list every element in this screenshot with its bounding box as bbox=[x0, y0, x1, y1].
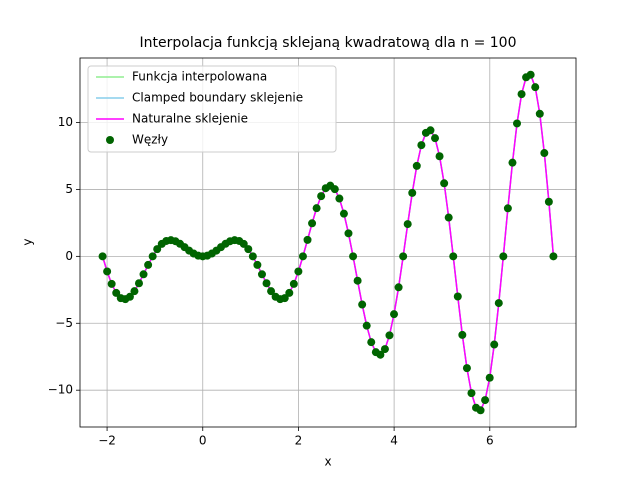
node-point bbox=[239, 239, 248, 248]
x-tick-label: −2 bbox=[98, 434, 116, 448]
chart-title: Interpolacja funkcją sklejaną kwadratową… bbox=[140, 35, 517, 51]
legend: Funkcja interpolowana Clamped boundary sk… bbox=[87, 65, 337, 153]
node-point bbox=[449, 252, 458, 261]
node-point bbox=[426, 126, 435, 135]
node-point bbox=[526, 70, 535, 79]
node-point bbox=[253, 260, 262, 269]
node-point bbox=[244, 245, 253, 254]
node-point bbox=[403, 220, 412, 229]
node-point bbox=[517, 90, 526, 99]
node-point bbox=[385, 331, 394, 340]
node-point bbox=[344, 229, 353, 238]
node-point bbox=[544, 197, 553, 206]
node-point bbox=[353, 276, 362, 285]
node-point bbox=[513, 119, 522, 128]
node-point bbox=[462, 364, 471, 373]
legend-marker bbox=[106, 136, 114, 144]
node-point bbox=[394, 283, 403, 292]
node-point bbox=[98, 252, 107, 261]
node-point bbox=[390, 310, 399, 319]
node-point bbox=[481, 396, 490, 405]
legend-box bbox=[87, 65, 337, 153]
x-axis-label: x bbox=[324, 455, 331, 469]
axes-frame bbox=[79, 57, 577, 428]
y-tick-label: 10 bbox=[58, 115, 73, 129]
node-point bbox=[298, 252, 307, 261]
node-point bbox=[494, 299, 503, 308]
node-point bbox=[408, 188, 417, 197]
node-point bbox=[531, 83, 540, 92]
x-tick-label: 0 bbox=[199, 434, 207, 448]
node-point bbox=[303, 235, 312, 244]
node-point bbox=[412, 161, 421, 170]
node-point bbox=[485, 373, 494, 382]
node-point bbox=[417, 141, 426, 150]
node-point bbox=[330, 185, 339, 194]
node-point bbox=[444, 213, 453, 222]
legend-label: Funkcja interpolowana bbox=[132, 70, 267, 84]
node-point bbox=[376, 350, 385, 359]
node-point bbox=[335, 194, 344, 203]
node-point bbox=[399, 252, 408, 261]
node-point bbox=[467, 389, 476, 398]
y-tick-label: −5 bbox=[55, 316, 73, 330]
node-point bbox=[549, 252, 558, 261]
node-point bbox=[312, 204, 321, 213]
legend-label: Węzły bbox=[132, 133, 168, 147]
node-point bbox=[248, 252, 257, 261]
node-point bbox=[349, 252, 358, 261]
x-tick-label: 2 bbox=[295, 434, 303, 448]
node-point bbox=[294, 267, 303, 276]
node-point bbox=[535, 109, 544, 118]
node-point bbox=[262, 279, 271, 288]
node-point bbox=[280, 294, 289, 303]
node-point bbox=[339, 209, 348, 218]
node-point bbox=[153, 245, 162, 254]
node-point bbox=[139, 270, 148, 279]
legend-label: Naturalne sklejenie bbox=[132, 112, 248, 126]
y-tick-label: 5 bbox=[65, 182, 73, 196]
legend-label: Clamped boundary sklejenie bbox=[132, 91, 303, 105]
y-tick-label: 0 bbox=[65, 249, 73, 263]
node-point bbox=[380, 345, 389, 354]
node-point bbox=[130, 287, 139, 296]
node-point bbox=[458, 330, 467, 339]
node-point bbox=[317, 192, 326, 201]
node-point bbox=[285, 288, 294, 297]
node-point bbox=[148, 252, 157, 261]
x-tick-label: 6 bbox=[486, 434, 494, 448]
node-point bbox=[440, 179, 449, 188]
y-tick-label: −10 bbox=[48, 383, 73, 397]
node-point bbox=[362, 321, 371, 330]
node-point bbox=[358, 300, 367, 309]
node-point bbox=[453, 292, 462, 301]
node-point bbox=[476, 406, 485, 415]
node-point bbox=[503, 204, 512, 213]
node-point bbox=[103, 267, 112, 276]
node-point bbox=[540, 149, 549, 158]
node-point bbox=[367, 338, 376, 347]
node-point bbox=[431, 134, 440, 143]
node-point bbox=[112, 288, 121, 297]
y-axis-label: y bbox=[21, 238, 35, 245]
node-point bbox=[490, 340, 499, 349]
node-point bbox=[125, 292, 134, 301]
node-point bbox=[289, 279, 298, 288]
node-point bbox=[508, 158, 517, 167]
node-point bbox=[257, 270, 266, 279]
node-point bbox=[435, 152, 444, 161]
node-point bbox=[144, 260, 153, 269]
node-point bbox=[107, 279, 116, 288]
node-point bbox=[134, 279, 143, 288]
node-point bbox=[308, 219, 317, 228]
node-point bbox=[267, 287, 276, 296]
node-point bbox=[499, 252, 508, 261]
x-tick-label: 4 bbox=[390, 434, 398, 448]
